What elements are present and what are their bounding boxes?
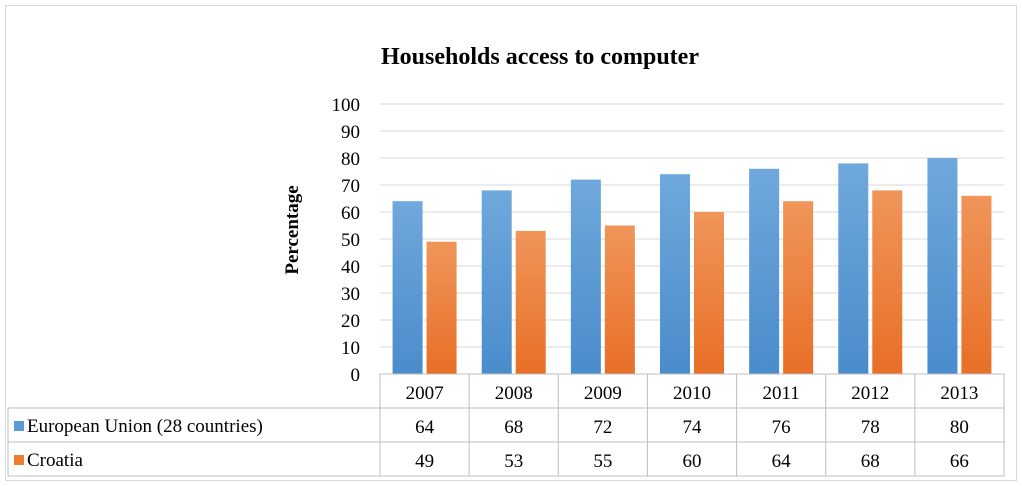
data-label: 64 — [415, 417, 435, 438]
bar — [749, 168, 780, 374]
y-tick-label: 60 — [341, 203, 360, 224]
data-label: 68 — [861, 451, 880, 472]
data-table: 2007 2008 2009 2010 2011 2012 2013 European Uni… — [7, 373, 1005, 477]
bar — [426, 241, 457, 374]
data-label: 64 — [772, 451, 792, 472]
bar — [694, 212, 724, 374]
x-tick-label: 2007 — [406, 383, 444, 404]
legend-swatch — [14, 455, 24, 465]
data-label: 66 — [950, 451, 969, 472]
data-label: 68 — [504, 417, 523, 438]
legend-label: Croatia — [27, 450, 83, 471]
legend-label: European Union (28 countries) — [27, 416, 263, 437]
gridlines — [380, 103, 1004, 348]
bar — [392, 201, 423, 374]
x-tick-label: 2011 — [762, 383, 799, 404]
y-tick-label: 30 — [341, 284, 360, 305]
y-tick-label: 10 — [341, 338, 360, 359]
y-tick-label: 100 — [332, 95, 361, 116]
bar — [783, 201, 814, 374]
y-tick-label: 0 — [351, 365, 361, 386]
bar — [961, 195, 992, 374]
data-label: 72 — [593, 417, 612, 438]
bar — [660, 174, 690, 374]
y-tick-label: 80 — [341, 149, 360, 170]
data-label: 53 — [504, 451, 523, 472]
bar — [604, 225, 635, 374]
data-label: 78 — [861, 417, 880, 438]
bar — [481, 190, 512, 374]
chart-title: Households access to computer — [381, 44, 699, 70]
x-tick-label: 2009 — [584, 383, 622, 404]
bar — [872, 190, 903, 374]
x-tick-label: 2008 — [495, 383, 533, 404]
bar — [570, 179, 601, 374]
bar — [515, 230, 546, 374]
y-tick-label: 20 — [341, 311, 360, 332]
data-label: 60 — [683, 451, 702, 472]
y-tick-label: 40 — [341, 257, 360, 278]
bars — [392, 158, 992, 374]
x-tick-label: 2010 — [673, 383, 711, 404]
data-label: 55 — [593, 451, 612, 472]
data-label: 74 — [683, 417, 703, 438]
data-label: 80 — [950, 417, 969, 438]
y-tick-label: 90 — [341, 122, 360, 143]
y-tick-label: 70 — [341, 176, 360, 197]
data-label: 76 — [772, 417, 791, 438]
y-axis-label: Percentage — [282, 185, 303, 274]
data-label: 49 — [415, 451, 434, 472]
x-tick-label: 2012 — [851, 383, 889, 404]
legend-swatch — [14, 421, 24, 431]
y-axis-ticks: 0 10 20 30 40 50 60 70 80 90 100 — [332, 95, 361, 386]
bar — [838, 163, 869, 374]
y-tick-label: 50 — [341, 230, 360, 251]
bar — [927, 158, 958, 374]
x-tick-label: 2013 — [940, 383, 978, 404]
